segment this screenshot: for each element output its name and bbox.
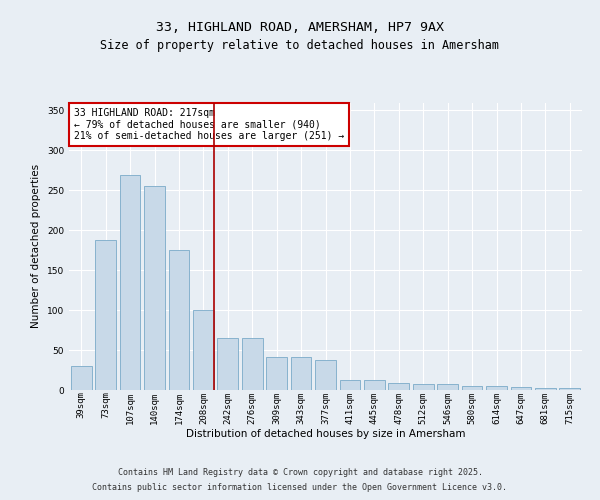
Bar (535, 388, 556, 390)
Bar (290, 358, 311, 390)
Bar (193, 310, 214, 390)
Bar (144, 186, 165, 390)
Bar (461, 386, 482, 390)
Text: Contains public sector information licensed under the Open Government Licence v3: Contains public sector information licen… (92, 483, 508, 492)
Text: 33, HIGHLAND ROAD, AMERSHAM, HP7 9AX: 33, HIGHLAND ROAD, AMERSHAM, HP7 9AX (156, 21, 444, 34)
X-axis label: Distribution of detached houses by size in Amersham: Distribution of detached houses by size … (186, 429, 465, 439)
Bar (266, 358, 287, 390)
Bar (169, 250, 190, 390)
Text: Size of property relative to detached houses in Amersham: Size of property relative to detached ho… (101, 38, 499, 52)
Text: Contains HM Land Registry data © Crown copyright and database right 2025.: Contains HM Land Registry data © Crown c… (118, 468, 482, 477)
Bar (315, 360, 336, 390)
Bar (413, 384, 434, 390)
Text: 33 HIGHLAND ROAD: 217sqm
← 79% of detached houses are smaller (940)
21% of semi-: 33 HIGHLAND ROAD: 217sqm ← 79% of detach… (74, 108, 344, 142)
Bar (242, 338, 263, 390)
Bar (217, 338, 238, 390)
Bar (437, 384, 458, 390)
Bar (95, 240, 116, 390)
Bar (559, 388, 580, 390)
Bar (511, 387, 532, 390)
Bar (119, 175, 140, 390)
Bar (340, 380, 361, 390)
Bar (71, 366, 92, 390)
Bar (486, 386, 507, 390)
Y-axis label: Number of detached properties: Number of detached properties (31, 164, 41, 328)
Bar (388, 383, 409, 390)
Bar (364, 380, 385, 390)
